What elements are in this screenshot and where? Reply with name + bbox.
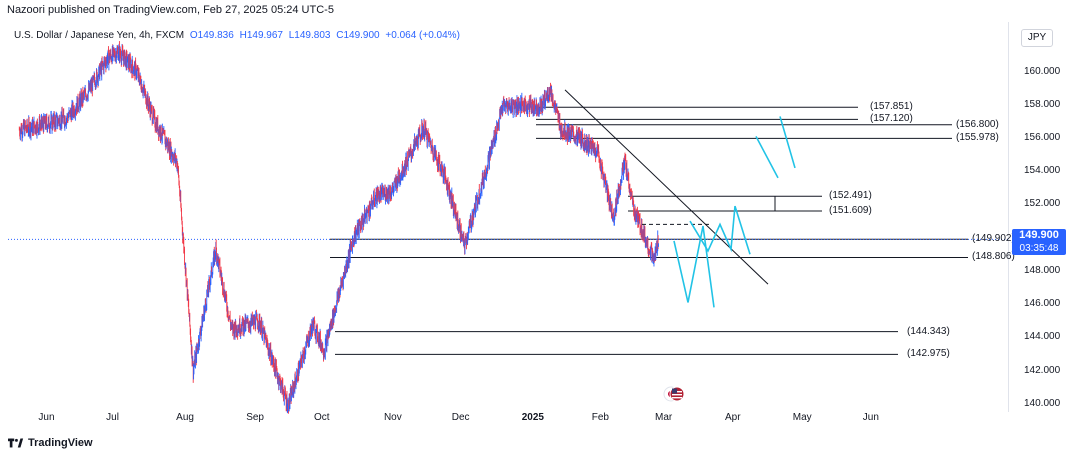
price-tick-label: 144.000: [1024, 331, 1061, 343]
price-tick-label: 152.000: [1024, 198, 1061, 210]
price-tick-label: 140.000: [1024, 397, 1061, 409]
projection-path[interactable]: [779, 116, 796, 169]
symbol-title[interactable]: U.S. Dollar / Japanese Yen, 4h, FXCM: [14, 30, 185, 41]
low-value: L149.803: [288, 30, 331, 41]
level-label: (151.609): [829, 204, 872, 216]
time-tick-label: Jun: [862, 412, 879, 423]
trendline[interactable]: [564, 89, 769, 285]
price-tick-label: 142.000: [1024, 364, 1061, 376]
level-label: (144.343): [907, 325, 950, 337]
projection-path[interactable]: [673, 225, 715, 308]
price-tick-label: 146.000: [1024, 298, 1061, 310]
tradingview-logo-icon: [8, 438, 24, 448]
time-tick-label: Jun: [38, 412, 55, 423]
time-tick-label: May: [792, 412, 812, 423]
level-label: (149.902): [972, 233, 1015, 245]
level-label: (157.120): [870, 113, 913, 125]
close-value: C149.900: [336, 30, 380, 41]
time-tick-label: 2025: [521, 412, 544, 423]
time-tick-label: Nov: [383, 412, 402, 423]
projection-path[interactable]: [689, 205, 751, 255]
high-value: H149.967: [239, 30, 283, 41]
time-tick-label: Feb: [591, 412, 609, 423]
level-label: (148.806): [972, 251, 1015, 263]
us-japan-flag-icon[interactable]: [663, 386, 685, 402]
time-tick-label: Dec: [451, 412, 470, 423]
last-price-value: 149.900: [1019, 229, 1059, 241]
time-tick-label: Sep: [246, 412, 264, 423]
time-tick-label: Mar: [655, 412, 673, 423]
footer-brand[interactable]: TradingView: [8, 437, 93, 449]
level-label: (156.800): [956, 118, 999, 130]
currency-selector[interactable]: JPY: [1021, 29, 1053, 47]
time-tick-label: Apr: [725, 412, 741, 423]
bar-countdown: 03:35:48: [1019, 243, 1059, 254]
level-label: (155.978): [956, 132, 999, 144]
price-tick-label: 148.000: [1024, 264, 1061, 276]
price-tick-label: 156.000: [1024, 132, 1061, 144]
level-label: (142.975): [907, 348, 950, 360]
symbol-legend[interactable]: U.S. Dollar / Japanese Yen, 4h, FXCM O14…: [14, 30, 463, 41]
last-price-label: 149.900 03:35:48: [1012, 229, 1066, 255]
time-tick-label: Oct: [313, 412, 330, 423]
time-tick-label: Aug: [176, 412, 194, 423]
tradingview-brand-text: TradingView: [28, 437, 93, 449]
price-tick-label: 158.000: [1024, 98, 1061, 110]
time-tick-label: Jul: [106, 412, 119, 423]
level-label: (157.851): [870, 101, 913, 113]
published-by-text: Nazoori published on TradingView.com, Fe…: [7, 4, 334, 16]
change-value: +0.064 (+0.04%): [385, 30, 460, 41]
header-bar: Nazoori published on TradingView.com, Fe…: [0, 0, 1080, 22]
price-tick-label: 154.000: [1024, 165, 1061, 177]
level-label: (152.491): [829, 190, 872, 202]
projection-path[interactable]: [755, 135, 779, 179]
price-tick-label: 160.000: [1024, 65, 1061, 77]
open-value: O149.836: [189, 30, 234, 41]
price-axis-divider: [1008, 22, 1009, 412]
